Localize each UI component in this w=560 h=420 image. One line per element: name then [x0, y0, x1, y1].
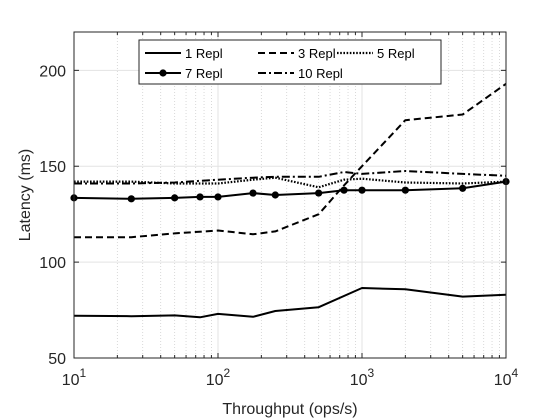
plot-frame	[73, 31, 507, 359]
series-7-repl-point	[196, 193, 204, 201]
series-7-repl-point	[171, 194, 179, 202]
x-tick-label: 103	[350, 366, 375, 389]
x-axis-label: Throughput (ops/s)	[222, 401, 357, 418]
x-tick-label: 101	[62, 366, 87, 389]
y-tick-label: 200	[39, 63, 66, 80]
x-tick-exponent: 2	[224, 366, 231, 380]
series-7-repl-point	[401, 186, 409, 194]
axis-ticks	[73, 32, 507, 359]
legend-marker-7-repl	[159, 69, 167, 77]
legend-label-7-repl: 7 Repl	[185, 66, 223, 81]
legend-label-3-repl: 3 Repl	[298, 46, 336, 61]
x-tick-exponent: 4	[512, 366, 519, 380]
y-tick-label: 150	[39, 159, 66, 176]
x-tick-base: 10	[206, 372, 224, 389]
series-7-repl-point	[127, 195, 135, 203]
series-7-repl-point	[340, 186, 348, 194]
series-7-repl-point	[214, 193, 222, 201]
legend-label-10-repl: 10 Repl	[298, 66, 343, 81]
series-1-repl-line	[73, 287, 507, 319]
legend: 1 Repl 3 Repl 5 Repl 7 Repl 10 Repl	[138, 39, 442, 85]
series-5-repl-line	[74, 176, 507, 189]
series-lines	[70, 82, 510, 319]
x-tick-exponent: 3	[368, 366, 375, 380]
legend-box	[138, 39, 442, 85]
series-7-repl-point	[358, 186, 366, 194]
x-tick-base: 10	[350, 372, 368, 389]
series-7-repl-point	[271, 191, 279, 199]
x-tick-label: 102	[206, 366, 231, 389]
series-7-repl-point	[249, 189, 257, 197]
x-tick-exponent: 1	[80, 366, 87, 380]
y-tick-label: 100	[39, 255, 66, 272]
x-tick-base: 10	[494, 372, 512, 389]
x-tick-label: 104	[494, 366, 519, 389]
legend-label-1-repl: 1 Repl	[185, 46, 223, 61]
y-tick-label: 50	[48, 351, 66, 368]
series-3-repl-line	[74, 82, 507, 239]
series-7-repl-point	[315, 189, 323, 197]
series-7-repl-point	[459, 184, 467, 192]
legend-label-5-repl: 5 Repl	[377, 46, 415, 61]
x-tick-base: 10	[62, 372, 80, 389]
y-axis-label: Latency (ms)	[17, 149, 34, 241]
series-10-repl-line	[74, 170, 507, 185]
